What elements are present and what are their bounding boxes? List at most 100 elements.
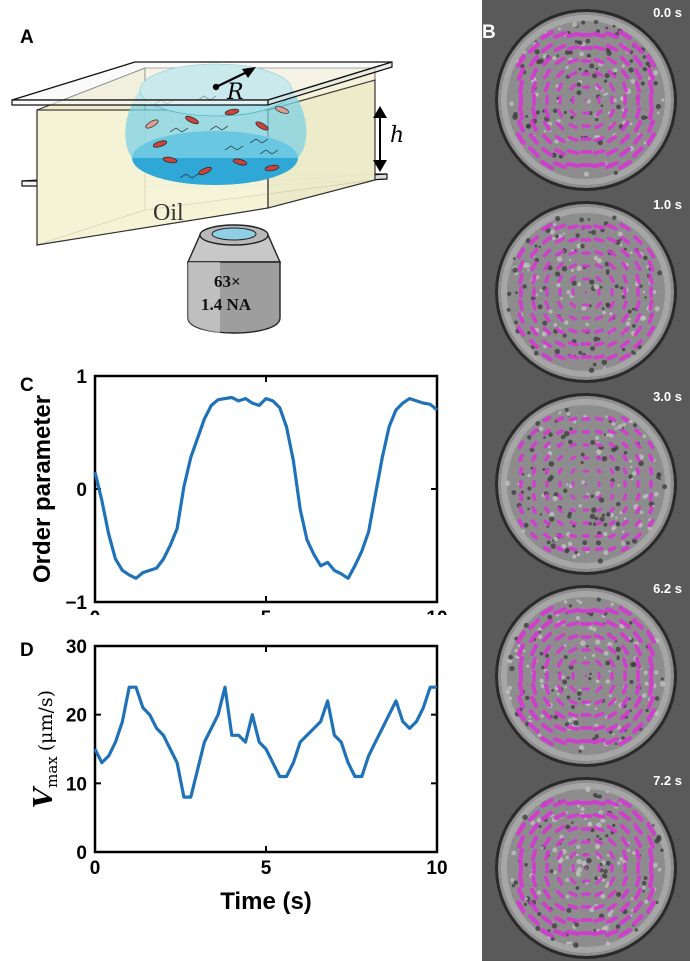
bacterium-speck	[509, 665, 515, 672]
bacterium-speck	[542, 54, 547, 58]
bacterium-speck	[564, 320, 569, 325]
bacterium-speck	[605, 302, 610, 307]
bacterium-speck	[655, 638, 660, 643]
velocity-vector	[543, 428, 551, 436]
velocity-vector	[516, 67, 526, 81]
bacterium-speck	[655, 900, 659, 904]
bacterium-speck	[536, 890, 542, 895]
velocity-vector	[632, 810, 644, 822]
velocity-vector	[648, 453, 654, 463]
velocity-vector	[553, 928, 567, 938]
frame-time-label: 6.2 s	[653, 581, 682, 596]
velocity-vector	[566, 607, 580, 615]
bacterium-speck	[524, 862, 528, 867]
velocity-vector	[566, 31, 580, 39]
bacterium-speck	[615, 924, 621, 929]
bacterium-speck	[556, 692, 560, 696]
velocity-vector	[568, 122, 578, 130]
bacterium-speck	[527, 268, 530, 272]
bacterium-speck	[578, 67, 582, 71]
velocity-vector	[594, 250, 604, 256]
bacterium-speck	[562, 679, 568, 685]
bacterium-speck	[553, 323, 558, 327]
bacterium-speck	[654, 696, 660, 701]
velocity-vector	[633, 235, 643, 245]
bacterium-speck	[605, 26, 609, 30]
bacterium-speck	[643, 255, 648, 261]
velocity-vector	[568, 890, 578, 898]
bacterium-speck	[565, 824, 571, 830]
velocity-vector	[607, 121, 617, 131]
bacterium-speck	[508, 685, 513, 690]
bacterium-speck	[593, 19, 599, 25]
velocity-vector	[618, 914, 632, 926]
bacterium-speck	[629, 709, 632, 712]
bacterium-speck	[565, 894, 570, 899]
velocity-vector	[553, 915, 567, 925]
velocity-vector	[619, 55, 631, 67]
velocity-vector	[618, 30, 632, 40]
bacterium-speck	[555, 215, 561, 222]
velocity-vector	[556, 442, 564, 448]
bacterium-speck	[553, 870, 557, 875]
bacterium-speck	[554, 139, 559, 144]
velocity-vector	[634, 428, 642, 436]
bacterium-speck	[597, 558, 604, 564]
bacterium-speck	[623, 451, 628, 455]
bacterium-speck	[643, 670, 648, 675]
velocity-vector	[541, 352, 553, 362]
bacterium-speck	[575, 944, 578, 947]
bacterium-speck	[572, 21, 578, 28]
bacterium-speck	[550, 543, 556, 549]
bacterium-speck	[596, 29, 600, 34]
velocity-vector	[544, 875, 550, 887]
velocity-vector	[621, 532, 629, 540]
bacterium-speck	[573, 720, 579, 726]
bacterium-speck	[552, 847, 558, 853]
velocity-vector	[605, 43, 619, 53]
velocity-vector	[605, 723, 619, 733]
bacterium-speck	[511, 850, 517, 856]
bacterium-speck	[589, 279, 595, 285]
velocity-vector	[634, 312, 642, 324]
bacterium-speck	[588, 230, 591, 234]
bacterium-speck	[642, 66, 648, 72]
droplet-image	[482, 384, 690, 576]
bacterium-speck	[639, 510, 644, 515]
velocity-vector	[605, 915, 619, 925]
velocity-vector	[517, 260, 525, 272]
bacterium-speck	[576, 858, 582, 865]
bacterium-speck	[617, 861, 621, 865]
bacterium-speck	[594, 707, 598, 711]
velocity-vector	[596, 494, 602, 500]
velocity-vector	[568, 263, 578, 269]
bacterium-speck	[582, 540, 588, 546]
velocity-vector	[607, 837, 617, 847]
velocity-vector	[618, 722, 632, 734]
velocity-vector	[540, 606, 554, 616]
bacterium-speck	[596, 597, 602, 602]
velocity-vector	[632, 722, 644, 734]
bacterium-speck	[603, 925, 609, 931]
bacterium-speck	[658, 477, 661, 480]
velocity-vector	[632, 132, 644, 146]
velocity-vector	[516, 54, 526, 68]
bacterium-speck	[612, 215, 617, 220]
bacterium-speck	[606, 512, 611, 517]
bacterium-speck	[631, 662, 637, 668]
velocity-vector	[607, 249, 617, 257]
bacterium-speck	[613, 98, 617, 103]
velocity-vector	[647, 656, 655, 670]
velocity-vector	[529, 695, 539, 709]
y-tick-label: 10	[66, 774, 87, 795]
bacterium-speck	[657, 472, 661, 476]
bacterium-speck	[527, 496, 531, 500]
bacterium-speck	[558, 859, 563, 864]
bacterium-speck	[605, 941, 611, 946]
bacterium-speck	[592, 627, 597, 632]
velocity-vector	[609, 455, 615, 461]
velocity-vector	[555, 121, 565, 131]
velocity-vector	[646, 132, 656, 146]
velocity-vector	[569, 659, 577, 667]
x-tick-label: 5	[261, 858, 272, 879]
